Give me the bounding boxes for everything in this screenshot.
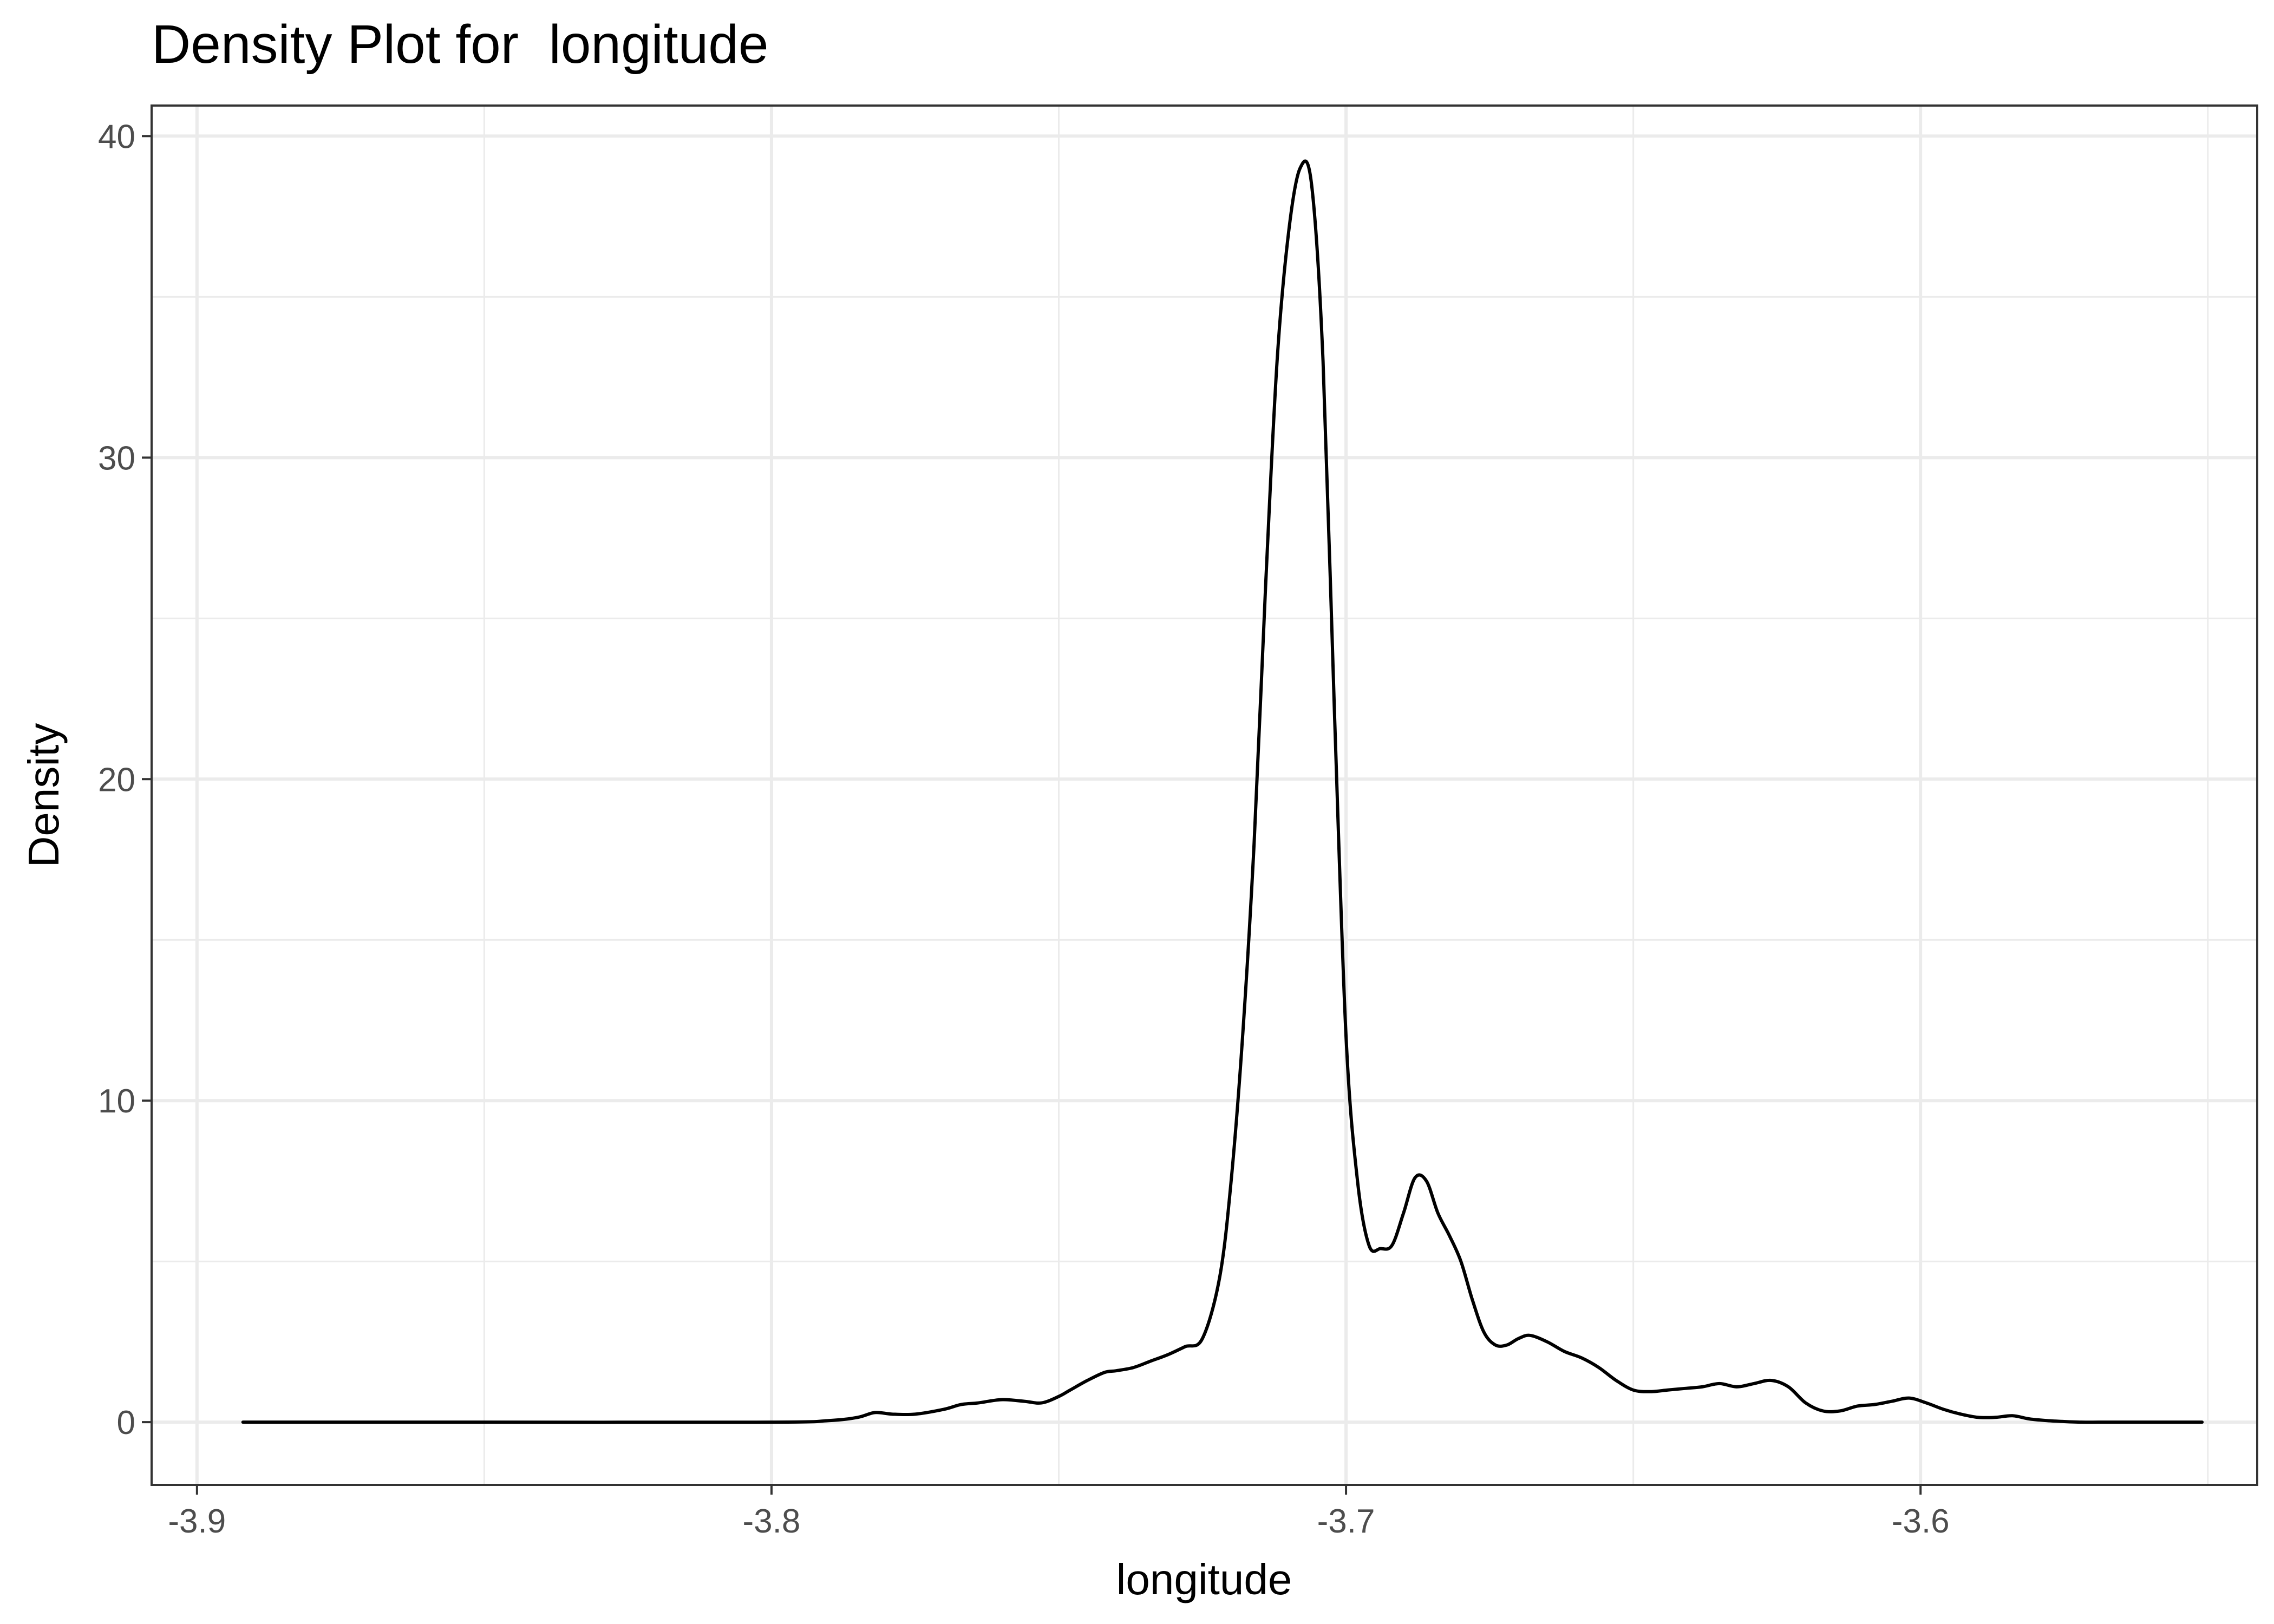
x-axis-title: longitude — [1116, 1555, 1292, 1603]
minor-gridlines — [152, 106, 2257, 1485]
y-tick-label: 0 — [117, 1404, 135, 1442]
x-tick-label: -3.9 — [168, 1503, 226, 1540]
y-axis: 0 10 20 30 40 — [98, 118, 152, 1442]
major-gridlines — [152, 106, 2257, 1485]
y-tick-label: 30 — [98, 440, 135, 477]
density-curve — [241, 159, 2204, 1424]
y-tick-label: 40 — [98, 118, 135, 155]
plot-panel-border — [151, 104, 2258, 1486]
y-tick-label: 20 — [98, 761, 135, 798]
chart-title: Density Plot for longitude — [152, 14, 769, 75]
y-axis-title: Density — [19, 723, 68, 868]
y-tick-label: 10 — [98, 1083, 135, 1120]
x-tick-label: -3.8 — [743, 1503, 801, 1540]
x-axis: -3.9 -3.8 -3.7 -3.6 — [168, 1485, 1950, 1540]
plot-panel-background — [152, 106, 2257, 1485]
x-tick-label: -3.7 — [1317, 1503, 1375, 1540]
x-tick-label: -3.6 — [1892, 1503, 1950, 1540]
